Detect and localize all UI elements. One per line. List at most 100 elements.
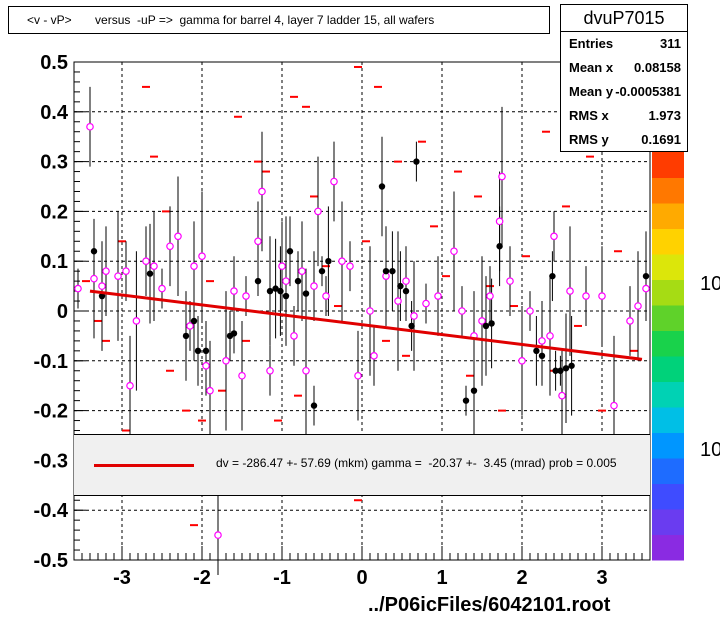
profile-point <box>122 267 130 275</box>
profile-point <box>495 217 504 226</box>
fit-line-segment <box>89 289 643 361</box>
profile-point <box>310 282 318 290</box>
black-point <box>98 292 106 300</box>
stats-box: dvuP7015 Entries 311 Mean x 0.08158 Mean… <box>560 4 688 152</box>
profile-point <box>642 284 650 293</box>
profile-point <box>222 356 230 365</box>
profile-point <box>254 237 262 246</box>
profile-point <box>478 317 486 325</box>
black-point <box>378 183 386 190</box>
y-tick-label: -0.5 <box>34 550 68 572</box>
profile-point <box>302 366 310 375</box>
y-tick-label: 0.2 <box>40 201 68 223</box>
x-tick-labels: -3 -2 -1 0 1 2 3 <box>113 567 607 589</box>
profile-point <box>486 292 494 300</box>
fit-legend: dv = -286.47 +- 57.69 (mkm) gamma = -20.… <box>74 434 650 496</box>
palette-labels: 10 10 <box>700 273 720 461</box>
palette-cell <box>652 534 684 561</box>
palette-cell <box>652 228 684 255</box>
palette-label: 10 <box>700 273 720 295</box>
palette-cell <box>652 177 684 204</box>
fit-legend-text: dv = -286.47 +- 57.69 (mkm) gamma = -20.… <box>216 456 617 470</box>
black-point <box>302 290 310 297</box>
x-tick-label: -1 <box>273 567 291 589</box>
y-tick-label: 0 <box>57 301 68 323</box>
profile-point <box>546 332 554 340</box>
profile-point <box>394 297 402 305</box>
black-point <box>294 277 302 285</box>
stats-value: -0.0005381 <box>615 84 681 99</box>
profile-point <box>526 307 534 315</box>
profile-point <box>142 257 150 266</box>
profile-point <box>626 317 634 325</box>
black-point <box>538 352 546 360</box>
fit-legend-line <box>94 464 194 467</box>
profile-point <box>258 187 266 196</box>
palette-cell <box>652 483 684 510</box>
profile-point <box>158 284 166 293</box>
black-point <box>310 402 318 409</box>
black-point <box>397 282 404 290</box>
footer-filename: ../P06icFiles/6042101.root <box>368 594 611 616</box>
profile-point <box>102 267 110 275</box>
black-point <box>470 387 478 394</box>
black-point <box>496 243 503 250</box>
profile-point <box>354 371 362 380</box>
stats-row-rms-y: RMS y 0.1691 <box>561 128 687 152</box>
palette-cell <box>652 152 684 178</box>
black-point <box>190 317 198 325</box>
profile-point <box>190 262 198 270</box>
palette-cell <box>652 432 684 459</box>
black-point <box>413 158 420 165</box>
stats-label: Mean x <box>569 60 614 75</box>
black-point <box>568 362 575 369</box>
y-tick-label: -0.1 <box>34 351 68 373</box>
profile-point <box>450 247 458 256</box>
stats-row-mean-y: Mean y -0.0005381 <box>561 80 687 104</box>
black-point <box>254 277 262 285</box>
profile-point <box>114 272 122 280</box>
palette-cell <box>652 509 684 535</box>
black-point <box>552 367 559 374</box>
profile-point <box>202 361 210 370</box>
profile-point <box>518 356 526 365</box>
profile-point <box>278 262 286 270</box>
stats-row-mean-x: Mean x 0.08158 <box>561 56 687 80</box>
stats-row-rms-x: RMS x 1.973 <box>561 104 687 128</box>
x-tick-label: 0 <box>356 567 367 589</box>
black-point <box>642 272 650 280</box>
palette-cell <box>652 381 684 408</box>
profile-point <box>322 292 330 300</box>
black-point <box>182 332 190 340</box>
black-point <box>277 287 284 295</box>
stats-value: 0.1691 <box>641 132 681 147</box>
profile-point <box>598 292 606 300</box>
black-point <box>286 248 294 255</box>
profile-point <box>330 177 338 186</box>
black-point <box>202 347 210 355</box>
black-point <box>382 267 390 275</box>
color-palette <box>652 152 684 561</box>
black-point <box>482 322 490 330</box>
profile-point <box>290 332 298 340</box>
profile-point <box>498 172 506 181</box>
profile-point <box>98 282 106 290</box>
profile-point <box>238 371 246 380</box>
black-point <box>230 330 238 337</box>
palette-cell <box>652 458 684 484</box>
plot-title: <v - vP> versus -uP => gamma for barrel … <box>8 6 550 34</box>
profile-point <box>230 287 238 295</box>
profile-point <box>314 207 322 216</box>
profile-point <box>266 366 274 375</box>
palette-cell <box>652 356 684 382</box>
palette-label: 10 <box>700 439 720 461</box>
profile-point <box>610 401 618 410</box>
y-tick-label: -0.2 <box>34 401 68 423</box>
y-tick-label: 0.3 <box>40 152 68 174</box>
stats-label: Entries <box>569 36 614 51</box>
black-point <box>282 292 290 300</box>
palette-cell <box>652 407 684 433</box>
palette-cell <box>652 203 684 229</box>
x-tick-label: 2 <box>516 567 527 589</box>
profile-point <box>366 307 374 315</box>
